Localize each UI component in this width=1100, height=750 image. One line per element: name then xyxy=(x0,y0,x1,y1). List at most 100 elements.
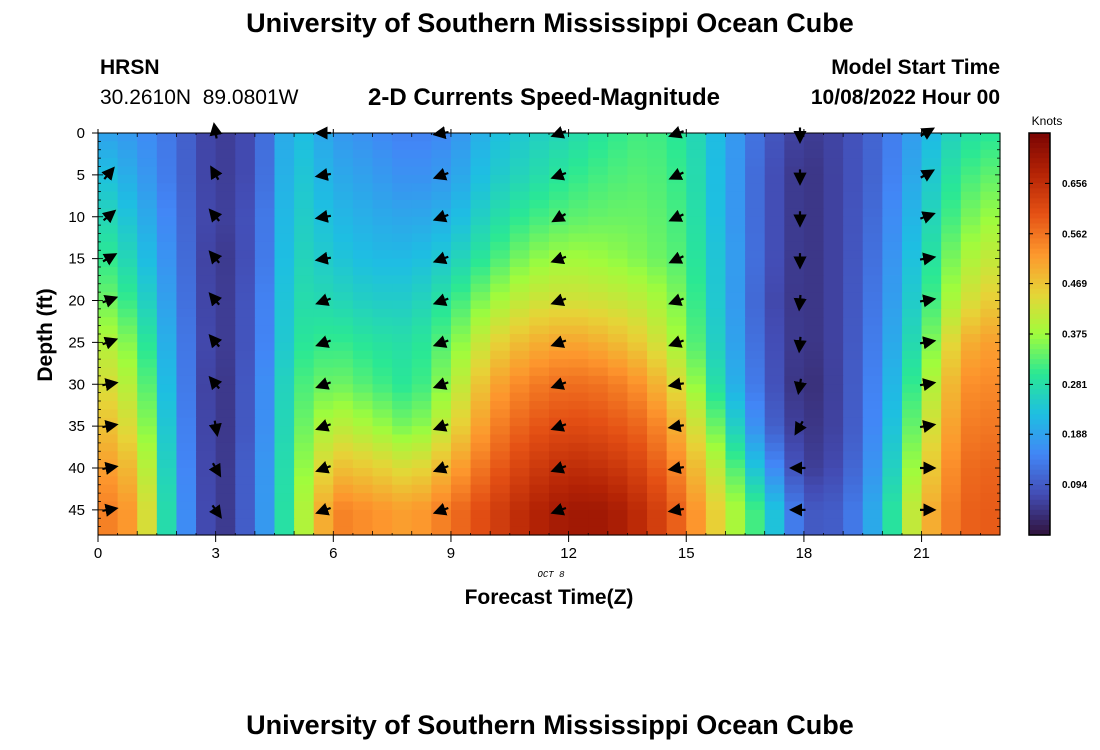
heatmap-cell xyxy=(215,292,236,302)
heatmap-cell xyxy=(313,434,334,444)
heatmap-cell xyxy=(431,292,452,302)
heatmap-cell xyxy=(98,325,119,335)
colorbar-segment xyxy=(1029,409,1050,415)
heatmap-cell xyxy=(980,250,1001,260)
heatmap-cell xyxy=(686,493,707,503)
heatmap-cell xyxy=(490,459,511,469)
heatmap-cell xyxy=(470,133,491,142)
heatmap-cell xyxy=(411,292,432,302)
heatmap-cell xyxy=(941,308,962,318)
heatmap-cell xyxy=(784,275,805,285)
heatmap-cell xyxy=(490,401,511,410)
heatmap-cell xyxy=(98,241,119,251)
heatmap-cell xyxy=(725,334,746,343)
heatmap-cell xyxy=(568,442,589,452)
heatmap-cell xyxy=(313,292,334,302)
heatmap-cell xyxy=(254,451,276,461)
heatmap-cell xyxy=(980,409,1001,419)
heatmap-cell xyxy=(647,191,668,201)
heatmap-cell xyxy=(274,300,295,310)
heatmap-cell xyxy=(215,367,236,377)
heatmap-cell xyxy=(568,208,589,218)
heatmap-cell xyxy=(901,241,923,251)
heatmap-cell xyxy=(470,518,491,528)
heatmap-cell xyxy=(882,133,903,142)
heatmap-cell xyxy=(254,359,276,369)
heatmap-cell xyxy=(627,133,648,142)
heatmap-cell xyxy=(235,468,256,477)
heatmap-cell xyxy=(823,183,844,193)
heatmap-cell xyxy=(352,141,374,151)
heatmap-cell xyxy=(176,417,197,427)
heatmap-cell xyxy=(392,501,413,511)
current-arrow xyxy=(314,251,332,265)
heatmap-cell xyxy=(705,141,727,151)
heatmap-cell xyxy=(862,166,883,176)
heatmap-cell xyxy=(941,392,962,402)
heatmap-cell xyxy=(882,225,903,235)
heatmap-cell xyxy=(647,526,668,536)
y-tick-label: 0 xyxy=(77,125,85,142)
heatmap-cell xyxy=(176,409,197,419)
heatmap-cell xyxy=(352,409,374,419)
current-arrow xyxy=(550,502,567,516)
heatmap-cell xyxy=(549,459,570,469)
colorbar-tick-label: 0.656 xyxy=(1062,179,1087,190)
heatmap-cell xyxy=(647,468,668,477)
heatmap-cell xyxy=(549,141,570,151)
heatmap-cell xyxy=(901,375,923,385)
heatmap-cell xyxy=(901,258,923,268)
heatmap-cell xyxy=(823,149,844,159)
heatmap-cell xyxy=(725,325,746,335)
heatmap-cell xyxy=(411,250,432,260)
heatmap-cell xyxy=(490,216,511,226)
current-arrow xyxy=(210,165,223,181)
heatmap-cell xyxy=(549,401,570,410)
heatmap-cell xyxy=(176,367,197,377)
heatmap-cell xyxy=(843,375,864,385)
heatmap-cell xyxy=(960,367,981,377)
heatmap-cell xyxy=(764,459,785,469)
heatmap-cell xyxy=(843,325,864,335)
heatmap-cell xyxy=(117,518,138,528)
colorbar-segment xyxy=(1029,384,1050,390)
y-tick-label: 25 xyxy=(68,334,85,351)
heatmap-cell xyxy=(490,426,511,436)
heatmap-cell xyxy=(490,241,511,251)
heatmap-cell xyxy=(294,501,315,511)
heatmap-cell xyxy=(137,300,158,310)
heatmap-cell xyxy=(588,468,609,477)
heatmap-cell xyxy=(176,183,197,193)
heatmap-cell xyxy=(372,434,393,444)
heatmap-cell xyxy=(568,526,589,536)
heatmap-cell xyxy=(235,359,256,369)
heatmap-cell xyxy=(862,292,883,302)
heatmap-cell xyxy=(549,191,570,201)
colorbar-tick-label: 0.562 xyxy=(1062,229,1087,240)
heatmap-cell xyxy=(588,300,609,310)
heatmap-cell xyxy=(529,191,550,201)
heatmap-cell xyxy=(450,183,472,193)
current-arrow xyxy=(793,294,807,312)
heatmap-cell xyxy=(470,308,491,318)
heatmap-cell xyxy=(745,183,766,193)
heatmap-cell xyxy=(137,275,158,285)
heatmap-cell xyxy=(843,200,864,209)
heatmap-cell xyxy=(352,342,374,352)
heatmap-cell xyxy=(705,350,727,360)
heatmap-cell xyxy=(980,401,1001,410)
heatmap-cell xyxy=(745,434,766,444)
heatmap-cell xyxy=(529,392,550,402)
heatmap-cell xyxy=(98,275,119,285)
heatmap-cell xyxy=(352,191,374,201)
heatmap-cell xyxy=(666,518,687,528)
heatmap-cell xyxy=(431,317,452,327)
current-arrow xyxy=(315,419,332,432)
heatmap-cell xyxy=(470,417,491,427)
heatmap-cell xyxy=(156,158,178,168)
current-arrow xyxy=(432,167,449,181)
heatmap-cell xyxy=(686,208,707,218)
heatmap-cell xyxy=(803,250,825,260)
heatmap-cell xyxy=(627,275,648,285)
heatmap-cell xyxy=(372,317,393,327)
